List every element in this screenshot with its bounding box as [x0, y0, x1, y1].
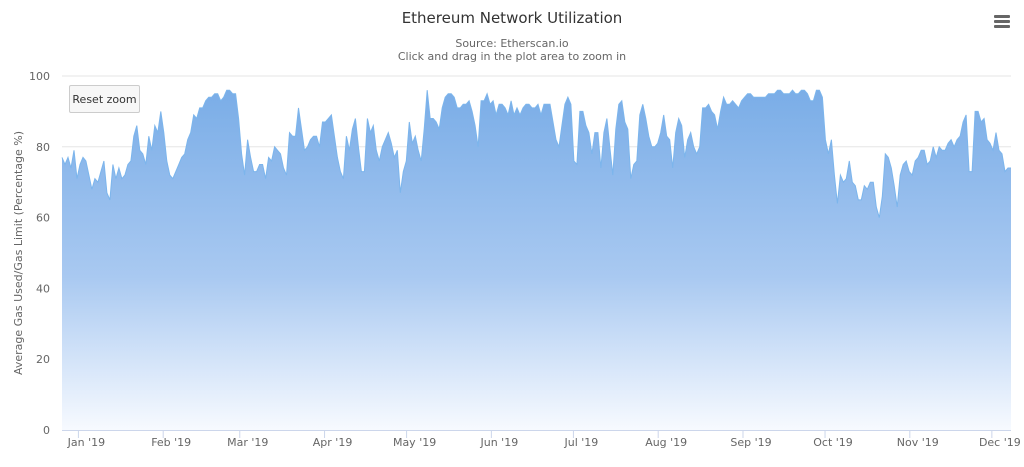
x-tick-label: Feb '19 — [151, 436, 191, 449]
x-tick-label: May '19 — [393, 436, 436, 449]
x-tick-label: Jan '19 — [67, 436, 105, 449]
y-tick-label: 40 — [36, 282, 50, 295]
series-area — [62, 90, 1011, 430]
y-tick-label: 0 — [43, 424, 50, 437]
y-axis-label: Average Gas Used/Gas Limit (Percentage %… — [12, 131, 25, 375]
hamburger-menu-icon[interactable] — [994, 15, 1010, 29]
x-tick-label: Apr '19 — [313, 436, 353, 449]
x-tick-label: Jul '19 — [564, 436, 599, 449]
y-tick-label: 100 — [29, 70, 50, 83]
x-tick-label: Mar '19 — [227, 436, 268, 449]
x-tick-label: Sep '19 — [730, 436, 771, 449]
series-line — [61, 89, 1011, 218]
x-tick-label: Dec '19 — [979, 436, 1021, 449]
y-tick-label: 80 — [36, 141, 50, 154]
chart-title: Ethereum Network Utilization — [402, 9, 623, 27]
chart-subtitle-hint: Click and drag in the plot area to zoom … — [398, 50, 626, 63]
chart-subtitle-source: Source: Etherscan.io — [455, 37, 569, 50]
x-tick-label: Jun '19 — [480, 436, 519, 449]
y-tick-label: 20 — [36, 353, 50, 366]
y-tick-label: 60 — [36, 212, 50, 225]
x-tick-label: Nov '19 — [897, 436, 939, 449]
x-tick-label: Oct '19 — [813, 436, 853, 449]
x-tick-label: Aug '19 — [645, 436, 687, 449]
reset-zoom-button[interactable]: Reset zoom — [69, 85, 140, 113]
